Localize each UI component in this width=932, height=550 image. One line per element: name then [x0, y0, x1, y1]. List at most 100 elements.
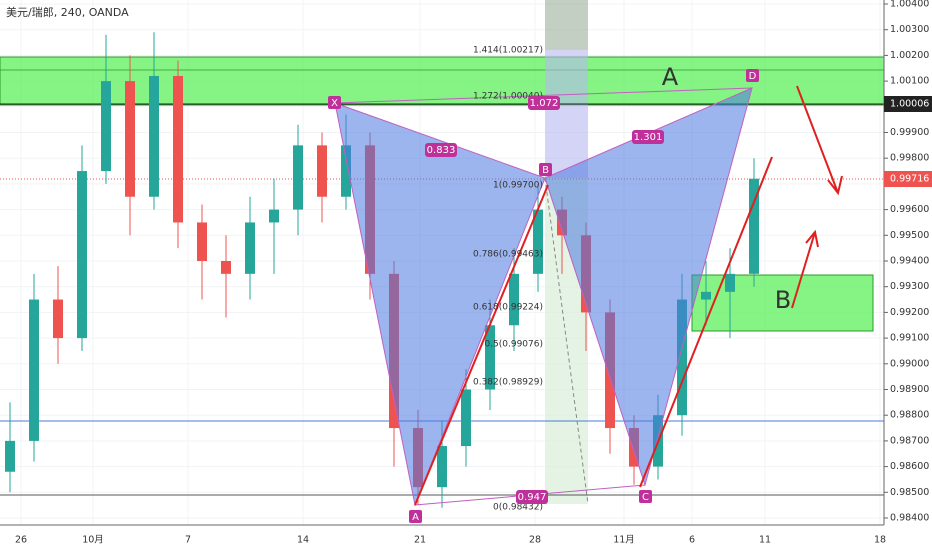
- y-tick-label: 0.98900: [890, 384, 929, 395]
- point-tag: [539, 163, 552, 176]
- fib-band: [545, 0, 588, 50]
- point-label: B: [542, 165, 549, 176]
- ratio-label: 1.072: [530, 98, 559, 109]
- y-tick-label: 0.99800: [890, 153, 929, 164]
- ratio-label: 1.301: [634, 132, 663, 143]
- candle-body: [245, 222, 255, 274]
- ratio-tag: [425, 143, 457, 157]
- y-tick-label: 0.98500: [890, 487, 929, 498]
- y-tick-label: 0.98800: [890, 410, 929, 421]
- y-tick-label: 0.99100: [890, 333, 929, 344]
- y-tick-label: 0.98600: [890, 461, 929, 472]
- candle-body: [509, 273, 519, 326]
- fib-label: 0.5(0.99076): [484, 340, 543, 350]
- candle-body: [125, 81, 135, 197]
- x-tick-label: 10月: [82, 535, 104, 546]
- candle-body: [677, 299, 687, 416]
- candle-body: [341, 145, 351, 197]
- point-label: D: [749, 71, 757, 82]
- fib-label: 0.786(0.99463): [473, 250, 543, 260]
- x-tick-label: 26: [15, 535, 27, 546]
- y-tick-label: 0.99900: [890, 127, 929, 138]
- y-tick-label: 0.99300: [890, 281, 929, 292]
- point-label: C: [642, 492, 649, 503]
- candle-body: [437, 446, 447, 488]
- fib-label: 1(0.99700): [493, 181, 543, 191]
- candle-body: [221, 261, 231, 274]
- price-tag: [884, 96, 932, 112]
- candle-body: [485, 325, 495, 390]
- annotation: A: [662, 63, 679, 91]
- point-label: A: [412, 512, 419, 523]
- candle-body: [701, 291, 711, 300]
- candle-body: [197, 222, 207, 261]
- fib-label: 0.382(0.98929): [473, 378, 543, 388]
- candle-body: [293, 145, 303, 210]
- candle-body: [101, 81, 111, 172]
- fib-label: 1.272(1.00040): [473, 92, 543, 102]
- point-label: X: [331, 98, 338, 109]
- pattern-line: [544, 177, 589, 505]
- y-tick-label: 0.99000: [890, 358, 929, 369]
- point-tag: [409, 510, 422, 523]
- candle-body: [725, 273, 735, 292]
- price-tag-label: 1.00006: [890, 99, 929, 110]
- price-tag-label: 0.99716: [890, 174, 929, 185]
- y-tick-label: 0.98400: [890, 513, 929, 524]
- ratio-label: 0.947: [518, 492, 547, 503]
- x-tick-label: 28: [529, 535, 541, 546]
- x-tick-label: 18: [874, 535, 886, 546]
- arrow: [791, 229, 819, 309]
- x-tick-label: 21: [414, 535, 426, 546]
- arrows: [791, 85, 843, 309]
- fib-band: [545, 50, 588, 178]
- trend-line: [639, 156, 773, 488]
- candle-body: [5, 440, 15, 472]
- candle-body: [461, 389, 471, 447]
- chart-title: 美元/瑞郎, 240, OANDA: [6, 5, 129, 19]
- candle-body: [749, 178, 759, 274]
- ratio-tag: [516, 490, 548, 504]
- candle-body: [533, 209, 543, 274]
- candle-body: [29, 299, 39, 441]
- fib-label: 0.618(0.99224): [473, 303, 543, 313]
- fib-label: 1.414(1.00217): [473, 46, 543, 56]
- x-tick-label: 11月: [613, 535, 635, 546]
- candle-body: [269, 209, 279, 223]
- annotation: B: [775, 286, 791, 314]
- ratio-tag: [528, 96, 560, 110]
- ratio-tag: [632, 130, 664, 144]
- arrow: [796, 85, 843, 196]
- candle-body: [53, 299, 63, 339]
- trend-line: [414, 184, 549, 506]
- candle-body: [317, 145, 327, 197]
- y-tick-label: 0.98700: [890, 435, 929, 446]
- zone-b: [691, 274, 874, 332]
- x-tick-label: 11: [759, 535, 771, 546]
- point-tag: [746, 69, 759, 82]
- candle-body: [77, 171, 87, 339]
- point-tag: [639, 490, 652, 503]
- pattern-xab: [334, 102, 546, 507]
- point-tag: [328, 96, 341, 109]
- x-tick-label: 7: [185, 535, 191, 546]
- y-tick-label: 0.99400: [890, 256, 929, 267]
- x-tick-label: 6: [689, 535, 695, 546]
- candle-body: [149, 75, 159, 197]
- y-tick-label: 1.00200: [890, 50, 929, 61]
- candle-body: [173, 75, 183, 223]
- y-tick-label: 1.00100: [890, 76, 929, 87]
- y-tick-label: 0.99200: [890, 307, 929, 318]
- ratio-label: 0.833: [427, 145, 456, 156]
- y-tick-label: 1.00300: [890, 24, 929, 35]
- price-axis: [884, 0, 932, 550]
- price-tag: [884, 171, 932, 187]
- y-tick-label: 0.99500: [890, 230, 929, 241]
- x-tick-label: 14: [297, 535, 309, 546]
- y-tick-label: 0.99600: [890, 204, 929, 215]
- y-tick-label: 1.00400: [890, 0, 929, 10]
- pattern-line: [334, 87, 753, 104]
- fib-label: 0(0.98432): [493, 503, 543, 513]
